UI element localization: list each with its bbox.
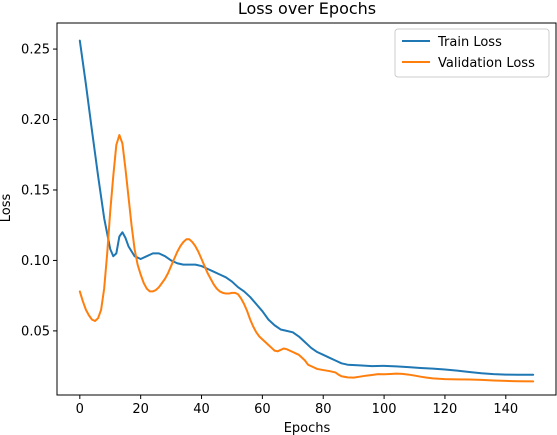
x-tick-label: 40 bbox=[193, 402, 210, 417]
chart-title: Loss over Epochs bbox=[238, 0, 376, 18]
y-tick-label: 0.20 bbox=[21, 113, 50, 128]
x-tick-label: 0 bbox=[76, 402, 84, 417]
series-layer bbox=[78, 39, 535, 383]
x-tick-label: 120 bbox=[433, 402, 458, 417]
y-axis-label: Loss bbox=[0, 194, 14, 223]
x-axis-label: Epochs bbox=[284, 421, 331, 435]
legend-label-validation-loss: Validation Loss bbox=[438, 56, 535, 71]
y-tick-label: 0.05 bbox=[21, 324, 50, 339]
x-tick-label: 100 bbox=[372, 402, 397, 417]
axes-frame bbox=[56, 22, 557, 396]
validation-loss-line bbox=[78, 134, 535, 383]
y-tick-label: 0.10 bbox=[21, 254, 50, 269]
legend-label-train-loss: Train Loss bbox=[437, 35, 502, 50]
x-tick-label: 140 bbox=[493, 402, 518, 417]
x-axis-ticks: 0 20 40 60 80 100 120 140 bbox=[76, 395, 518, 417]
x-tick-label: 20 bbox=[132, 402, 149, 417]
train-loss-line bbox=[78, 39, 535, 376]
y-tick-label: 0.25 bbox=[21, 43, 50, 58]
x-tick-label: 60 bbox=[254, 402, 271, 417]
legend-box bbox=[394, 28, 550, 78]
y-axis-ticks: 0.05 0.10 0.15 0.20 0.25 bbox=[21, 43, 57, 339]
legend: Train Loss Validation Loss bbox=[394, 28, 550, 78]
plot-area bbox=[56, 22, 557, 396]
y-tick-label: 0.15 bbox=[21, 183, 50, 198]
x-tick-label: 80 bbox=[315, 402, 332, 417]
